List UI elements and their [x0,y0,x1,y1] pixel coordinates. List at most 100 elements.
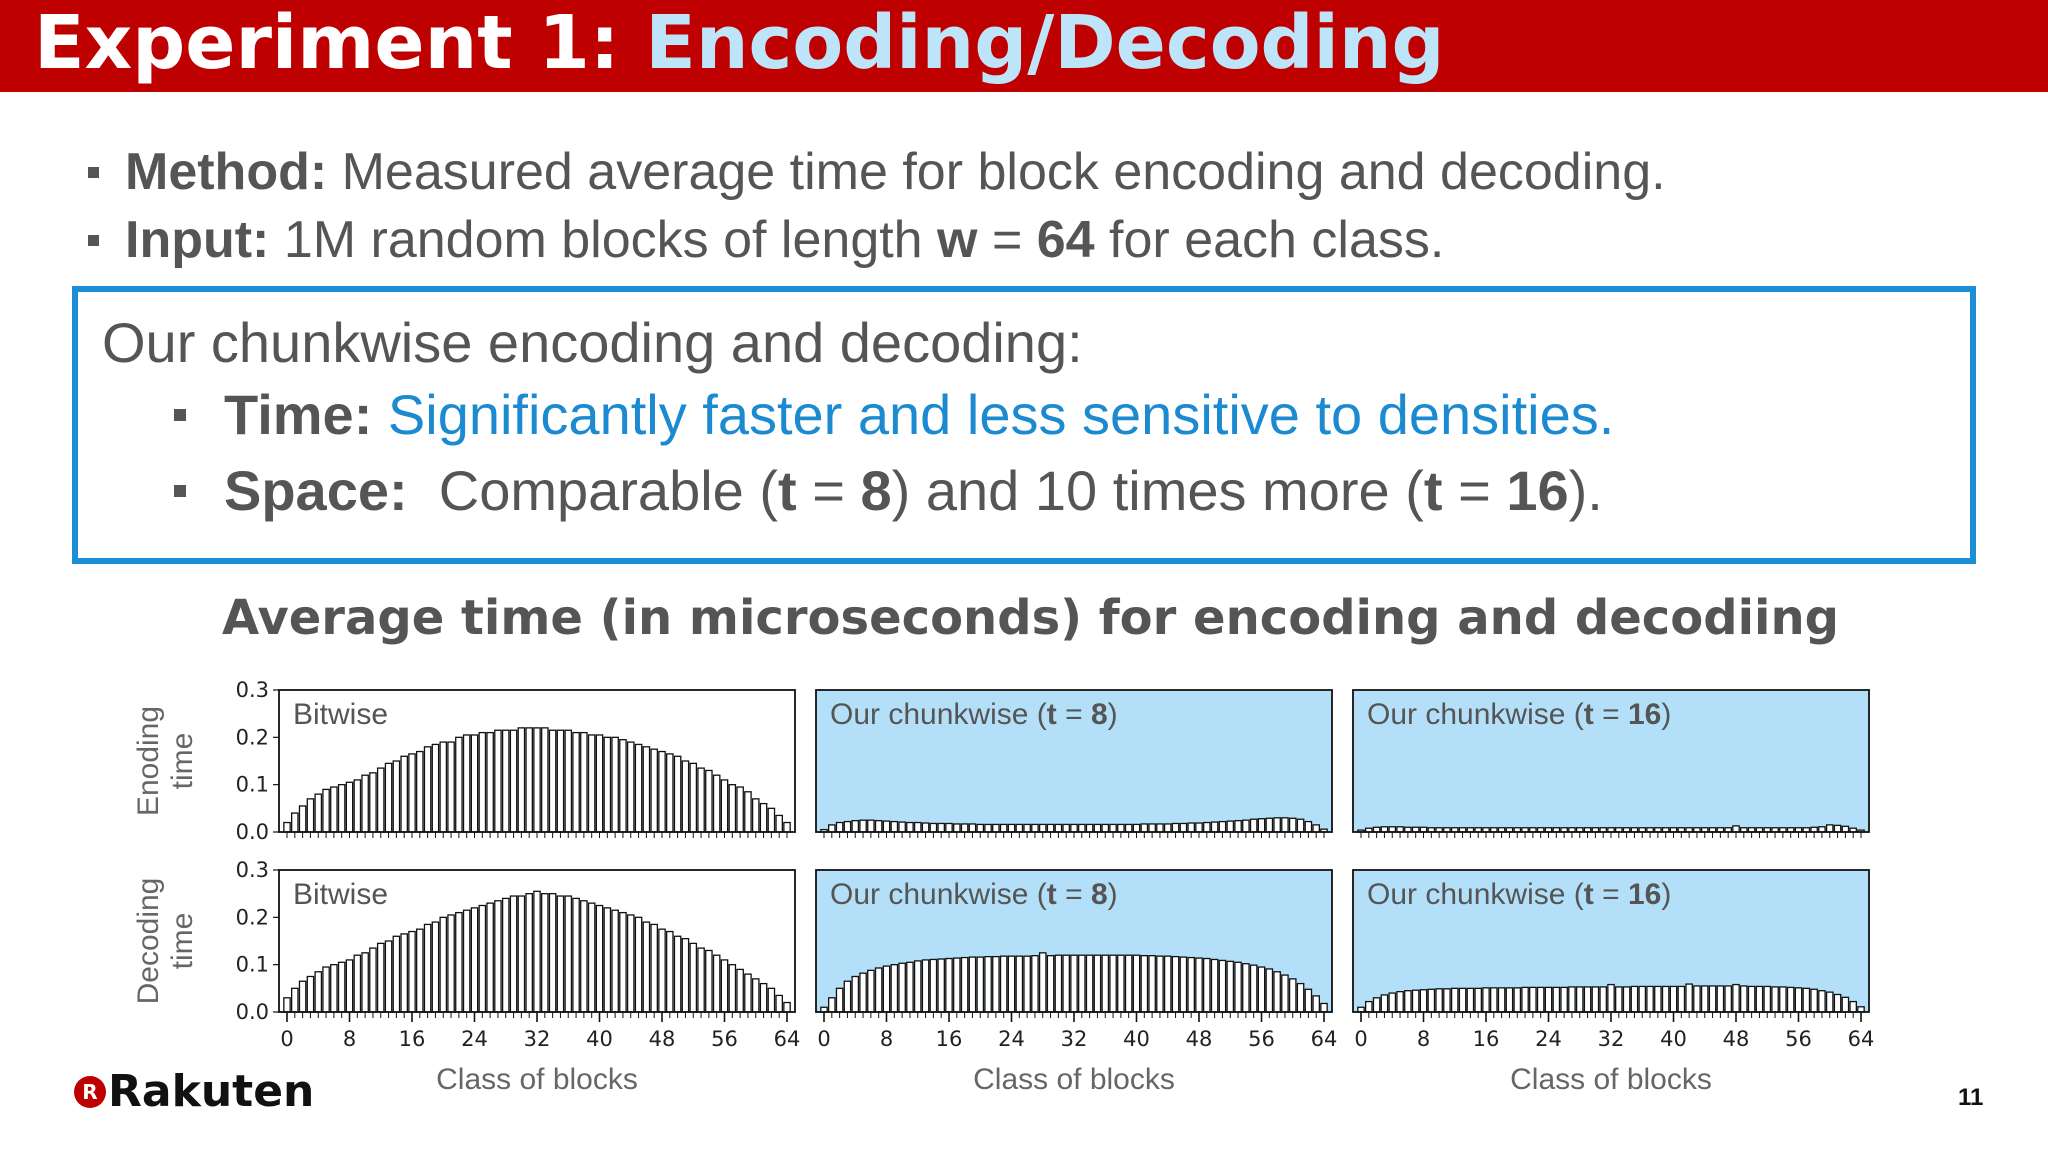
chart-bar [1007,955,1016,1013]
chart-bar [306,798,315,833]
chart-bar [486,731,494,833]
chart-bar [767,987,776,1013]
chart-bar [603,736,612,833]
input-text-after: for each class. [1094,211,1445,269]
chart-y-axis-label: Decoding [132,878,165,1005]
chart-bar [999,823,1008,833]
chart-bar [1724,985,1732,1013]
chart-bar [486,902,494,1013]
chart-bar [345,781,354,833]
chart-bar [1148,823,1156,833]
method-label: Method: [125,143,328,201]
chart-bar [1497,987,1506,1013]
chart-bar [1575,986,1584,1013]
chart-y-tick-label: 0.1 [236,773,269,797]
chart-bar [1396,991,1404,1013]
chart-bar [501,729,510,833]
chart-bar [1203,821,1211,833]
chart-bar [439,741,448,833]
chart-bar [1187,822,1195,833]
chart-bar [1281,817,1289,833]
chart-bar [867,819,875,833]
chart-bar [744,791,752,833]
chart-bar [330,964,338,1013]
chart-bar [1163,823,1172,833]
chart-bar [992,955,1000,1013]
chart-bar [1148,955,1156,1013]
space-label: Space: [224,459,408,522]
chart-bar [650,748,658,833]
chart-x-tick-label: 8 [880,1027,893,1051]
chart-bar [937,822,945,833]
chart-bar [1388,992,1397,1013]
chart-panel-label-part: ) [1108,878,1118,911]
chart-x-tick-label: 48 [1723,1027,1750,1051]
chart-x-tick-label: 0 [817,1027,830,1051]
chart-bar [1825,824,1834,833]
chart-bar [470,907,479,1013]
chart-bar [1708,985,1717,1013]
chart-bar [1140,823,1149,833]
chart-bar [1312,995,1320,1013]
chart-bar [478,904,487,1013]
chart-bar [1273,817,1281,833]
chart-bar [945,957,953,1013]
chart-bar [1242,819,1250,833]
chart-bar [1552,986,1561,1013]
chart-bar [1365,1000,1373,1013]
chart-bar [744,973,752,1013]
chart-bar [890,820,899,833]
method-text: Measured average time for block encoding… [327,143,1666,201]
chart-bar [1163,955,1172,1013]
chart-bar [1249,964,1258,1013]
chart-bar [999,955,1008,1013]
chart-bar [1085,823,1094,833]
space-text-3: ). [1568,459,1603,522]
chart-panel-label-part: = [1057,878,1091,911]
chart-x-tick-label: 48 [1186,1027,1213,1051]
chart-panel-label-part: Our chunkwise ( [830,878,1047,911]
chart-bar [1786,986,1795,1013]
chart-bar [1505,987,1514,1013]
chart-bar [1070,954,1078,1013]
chart-x-tick-label: 64 [1311,1027,1338,1051]
chart-bar [992,823,1000,833]
chart-bar [681,760,690,833]
chart-bar [1101,954,1110,1013]
chart-bar [728,964,737,1013]
chart-bar [1031,955,1039,1013]
chart-bar [1779,986,1787,1013]
chart-x-tick-label: 40 [1660,1027,1687,1051]
chart-bar [1544,986,1553,1013]
chart-bar [712,774,721,833]
chart-x-tick-label: 24 [461,1027,488,1051]
chart-bar [1273,971,1281,1013]
chart-bar [775,994,783,1013]
chart-bar [712,954,721,1013]
chart-bar [1536,986,1545,1013]
chart-x-tick-label: 8 [1417,1027,1430,1051]
chart-bar [666,753,674,833]
chart-bar [650,923,658,1013]
chart-bar [1132,823,1141,833]
chart-bar [462,734,471,833]
chart-bar [1265,817,1274,833]
chart-bar [1187,956,1195,1013]
chart-bar [580,731,588,833]
space-eq-1: = [796,459,861,522]
chart-bar [1023,955,1031,1013]
chart-bar [1474,987,1482,1013]
chart-bar [314,971,323,1013]
chart-bar [1435,988,1443,1013]
space-text-2: ) and 10 times more ( [891,459,1424,522]
chart-bar [1466,987,1475,1013]
chart-bar [1763,985,1772,1013]
chart-bar [1482,987,1490,1013]
bullet-square-icon [174,408,186,421]
chart-bar [431,743,440,833]
chart-bar [533,727,541,833]
chart-bar [1568,986,1576,1013]
chart-bar [501,897,510,1013]
chart-bar [1296,818,1305,833]
chart-bar [1210,958,1219,1013]
